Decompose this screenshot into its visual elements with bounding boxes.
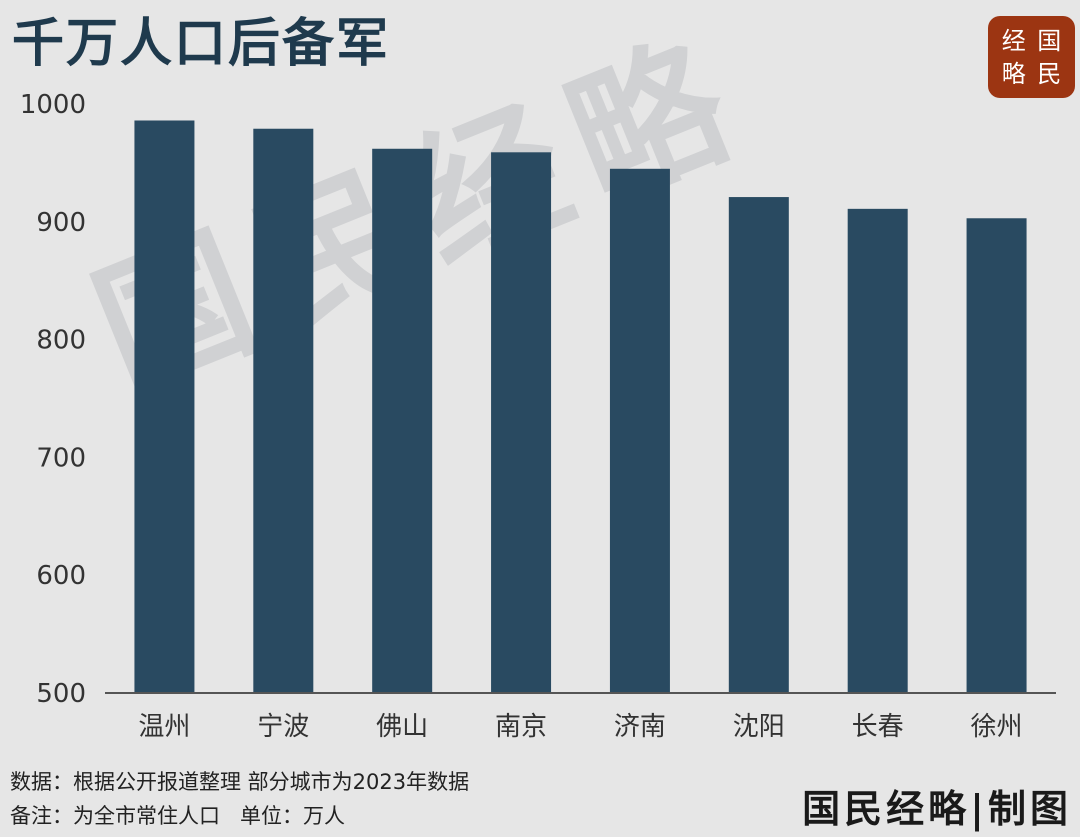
x-tick-label: 宁波 (257, 712, 309, 742)
logo-char: 略 (1001, 59, 1026, 88)
bar-8 (966, 218, 1027, 694)
bar-chart: 500 600 700 800 900 1000 温州 宁波 佛山 南京 济南 沈阳 长春 徐州 (20, 90, 1056, 742)
bar-5 (609, 168, 670, 694)
bar-6 (728, 197, 789, 693)
brand-logo: 经 国 略 民 (988, 16, 1075, 98)
y-tick-label: 500 (36, 679, 86, 709)
x-tick-label: 长春 (852, 712, 904, 742)
bar-3 (372, 148, 433, 693)
bar-1 (134, 120, 195, 693)
unit-note: 备注：为全市常住人口 单位：万人 (10, 804, 346, 828)
chart-title: 千万人口后备军 (12, 14, 391, 74)
x-tick-label: 南京 (495, 712, 547, 742)
x-tick-label: 济南 (614, 712, 666, 742)
y-tick-label: 800 (36, 326, 86, 356)
logo-char: 民 (1037, 59, 1062, 88)
logo-char: 经 (1001, 26, 1026, 55)
credit-label: 国民经略|制图 (802, 786, 1072, 831)
y-tick-label: 700 (36, 443, 86, 473)
bar-4 (491, 152, 552, 694)
x-tick-label: 温州 (138, 712, 190, 742)
x-tick-label: 沈阳 (733, 712, 785, 742)
bar-7 (847, 208, 908, 694)
x-tick-label: 佛山 (376, 712, 428, 742)
logo-char: 国 (1037, 26, 1062, 55)
bar-2 (253, 128, 314, 693)
x-tick-label: 徐州 (971, 712, 1023, 742)
y-tick-label: 900 (36, 208, 86, 238)
data-source-note: 数据：根据公开报道整理 部分城市为2023年数据 (10, 770, 470, 794)
y-tick-label: 1000 (20, 90, 86, 120)
y-tick-label: 600 (36, 561, 86, 591)
